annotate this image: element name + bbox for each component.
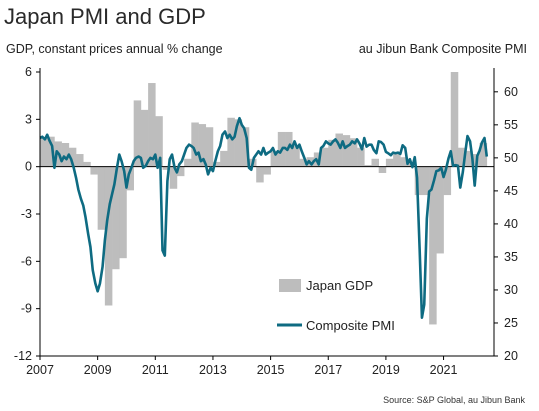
gdp-bar-27	[234, 119, 243, 167]
right-tick-label-4: 40	[504, 217, 518, 231]
gdp-bar-1	[47, 136, 55, 167]
gdp-bar-31	[263, 166, 271, 175]
gdp-bar-19	[176, 166, 185, 177]
legend-gdp-label: Japan GDP	[306, 278, 373, 293]
gdp-bar-55	[436, 166, 444, 254]
pmi-line	[39, 116, 489, 319]
gdp-bar-5	[76, 154, 84, 167]
gdp-bar-50	[400, 157, 408, 167]
x-tick-label-4: 2015	[257, 363, 285, 377]
legend-gdp-swatch	[279, 279, 301, 292]
gdp-bar-10	[112, 166, 120, 270]
gdp-bar-47	[378, 166, 387, 173]
legend: Japan GDP Composite PMI	[277, 278, 395, 333]
left-tick-label-0: 6	[25, 65, 32, 79]
gdp-bar-49	[393, 154, 401, 167]
gdp-bar-23	[205, 127, 214, 167]
gdp-bar-53	[421, 166, 430, 196]
legend-pmi-label: Composite PMI	[306, 318, 395, 333]
gdp-bar-42	[342, 135, 351, 167]
gdp-bar-45	[364, 165, 372, 167]
gdp-bar-13	[133, 100, 142, 167]
axes	[39, 68, 495, 357]
gdp-bar-18	[169, 166, 178, 189]
left-tick-label-6: -12	[14, 349, 32, 363]
x-tick-label-5: 2017	[314, 363, 342, 377]
right-tick-label-3: 45	[504, 184, 518, 198]
gdp-bar-16	[155, 116, 163, 167]
gdp-bar-30	[256, 166, 264, 183]
right-tick-label-5: 35	[504, 250, 518, 264]
chart-title: Japan PMI and GDP	[4, 4, 206, 29]
gdp-bar-0	[40, 138, 48, 167]
gdp-bar-58	[457, 147, 466, 167]
gdp-bar-9	[104, 166, 113, 306]
gdp-bar-43	[349, 138, 358, 167]
gdp-bar-61	[479, 143, 488, 167]
x-tick-label-7: 2021	[430, 363, 458, 377]
gdp-bar-56	[443, 166, 452, 196]
gdp-bar-8	[97, 166, 106, 230]
gdp-bar-32	[270, 150, 279, 167]
x-tick-label-1: 2009	[84, 363, 112, 377]
gdp-bar-3	[61, 143, 70, 167]
left-tick-label-4: -6	[21, 254, 32, 268]
left-tick-label-5: -9	[21, 302, 32, 316]
gdp-bar-57	[450, 72, 459, 167]
x-tick-label-6: 2019	[372, 363, 400, 377]
gdp-bar-36	[299, 158, 307, 167]
x-tick-label-0: 2007	[26, 363, 54, 377]
gdp-bar-39	[321, 147, 329, 167]
gdp-bar-24	[212, 161, 221, 167]
source-note: Source: S&P Global, au Jibun Bank	[383, 395, 525, 405]
gdp-bar-12	[126, 166, 134, 191]
left-tick-label-1: 3	[25, 112, 32, 126]
left-axis-caption: GDP, constant prices annual % change	[6, 42, 223, 56]
gdp-bar-14	[140, 109, 149, 167]
right-tick-label-1: 55	[504, 118, 518, 132]
gdp-bar-40	[328, 139, 336, 167]
gdp-bar-26	[227, 117, 235, 167]
right-tick-label-6: 30	[504, 283, 518, 297]
right-tick-label-2: 50	[504, 151, 518, 165]
left-tick-label-3: -3	[21, 207, 32, 221]
gdp-bar-41	[335, 133, 343, 167]
right-tick-label-0: 60	[504, 85, 518, 99]
gdp-bar-52	[414, 166, 423, 196]
gdp-bar-46	[371, 158, 379, 167]
gdp-bar-22	[198, 124, 207, 167]
right-tick-label-8: 20	[504, 349, 518, 363]
gdp-bar-11	[119, 166, 127, 259]
gdp-bar-4	[68, 147, 77, 167]
gdp-bar-20	[184, 158, 192, 167]
gdp-bar-6	[83, 161, 91, 167]
x-tick-label-2: 2011	[142, 363, 169, 377]
gdp-bar-17	[162, 166, 171, 170]
gdp-bar-44	[357, 147, 365, 167]
gdp-bar-25	[220, 150, 228, 167]
gdp-bar-28	[241, 127, 250, 167]
gdp-bar-15	[148, 83, 156, 167]
left-tick-label-2: 0	[25, 160, 32, 174]
gdp-bar-54	[429, 166, 437, 325]
gdp-bar-35	[292, 146, 300, 167]
gdp-bar-21	[191, 122, 199, 167]
right-tick-label-7: 25	[504, 316, 518, 330]
pmi-line-group	[39, 116, 489, 319]
right-axis-caption: au Jibun Bank Composite PMI	[358, 42, 527, 56]
x-tick-label-3: 2013	[199, 363, 227, 377]
gdp-bar-7	[90, 166, 98, 175]
gdp-bar-59	[465, 150, 473, 167]
gdp-bar-48	[385, 158, 394, 167]
